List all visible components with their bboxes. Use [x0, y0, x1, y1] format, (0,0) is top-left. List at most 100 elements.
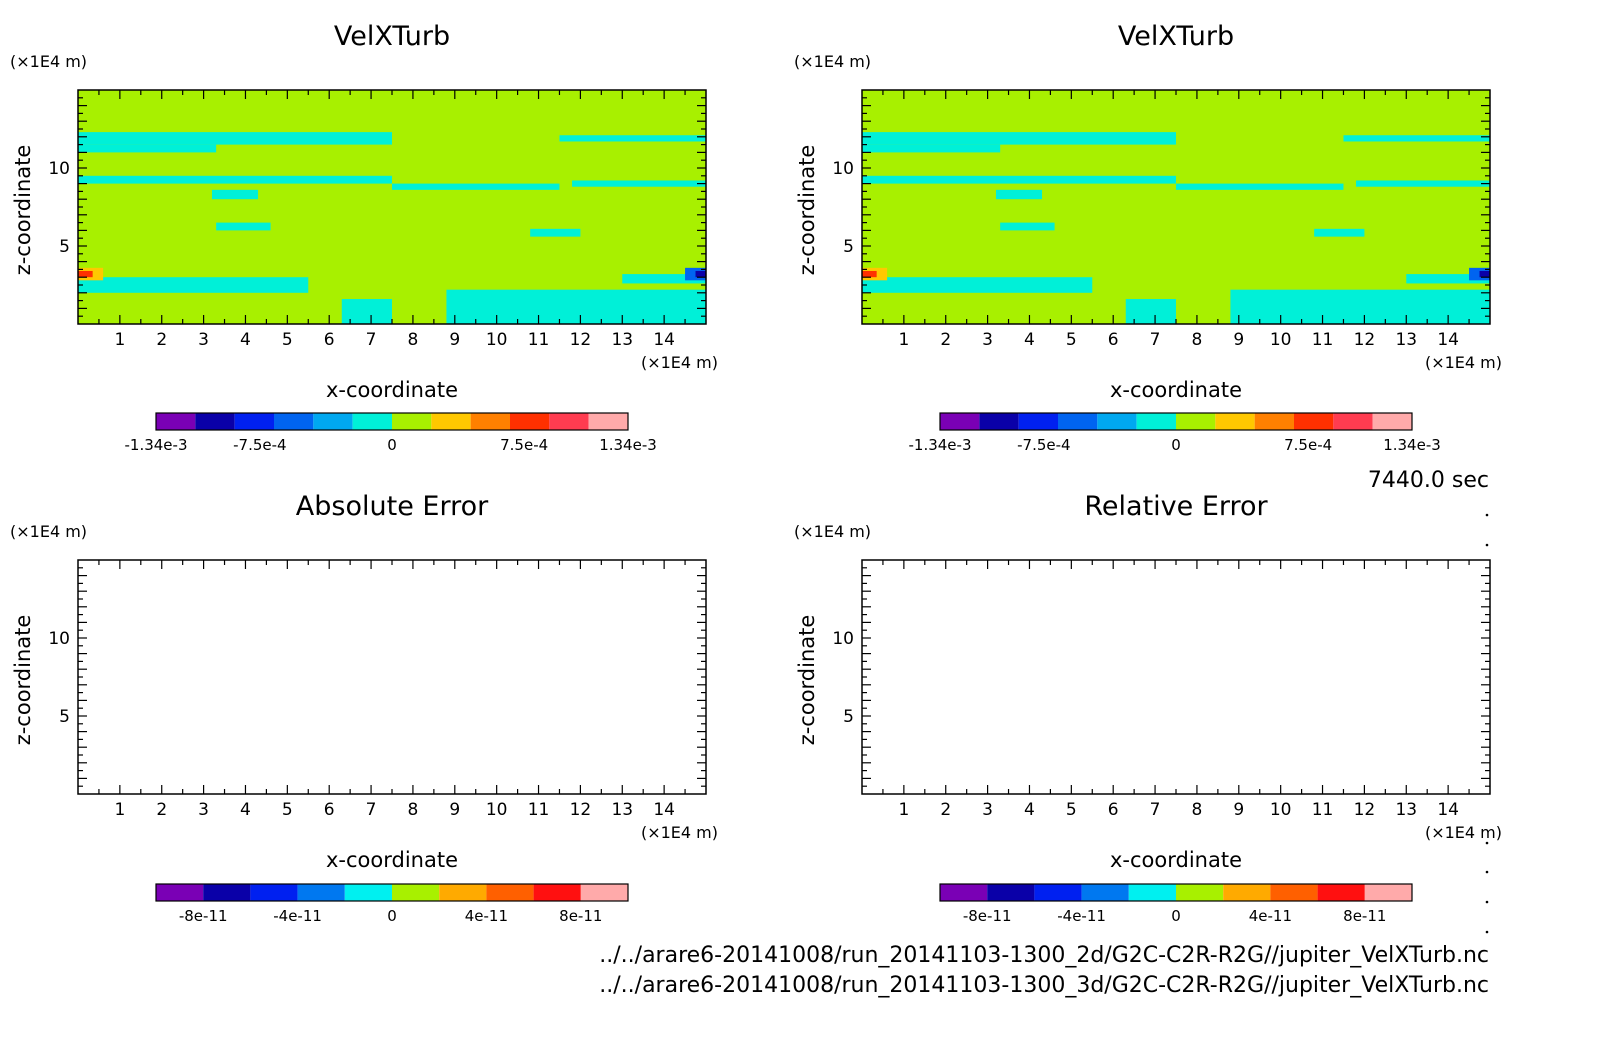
colorbar-segment	[1176, 413, 1216, 430]
contour-patch	[695, 270, 706, 278]
colorbar-segment	[1034, 884, 1082, 901]
colorbar-tick-label: 1.34e-3	[1383, 436, 1441, 454]
x-tick-label: 11	[528, 330, 550, 350]
chart-panel-3: Absolute Error(×1E4 m)1 2 3 4 5 6 7 8 9 10 11 12 13 1…	[10, 491, 718, 925]
x-tick-label: 4	[1024, 800, 1035, 820]
x-tick-label: 2	[940, 800, 951, 820]
contour-patch	[78, 144, 217, 153]
colorbar-segment	[392, 884, 440, 901]
colorbar-tick-label: 4e-11	[465, 907, 508, 925]
colorbar-segment	[431, 413, 471, 430]
x-tick-label: 5	[1066, 800, 1077, 820]
contour-patch	[1406, 274, 1490, 284]
colorbar-segment	[580, 884, 628, 901]
x-tick-label: 14	[653, 330, 675, 350]
contour-patch	[1176, 183, 1344, 190]
dot-marker	[1485, 513, 1489, 517]
x-axis-title: x-coordinate	[326, 378, 458, 402]
contour-patch	[1479, 270, 1490, 278]
x-tick-label: 14	[653, 800, 675, 820]
colorbar-segment	[1223, 884, 1271, 901]
colorbar-tick-label: 0	[387, 436, 397, 454]
colorbar-segment	[486, 884, 534, 901]
colorbar: -8e-11 -4e-11 0 4e-11 8e-11	[155, 883, 629, 925]
colorbar-tick-label: 8e-11	[1343, 907, 1386, 925]
colorbar-segment	[1254, 413, 1294, 430]
chart-title: VelXTurb	[1118, 21, 1234, 52]
colorbar-segment	[1270, 884, 1318, 901]
x-tick-label: 9	[1233, 330, 1244, 350]
colorbar: -1.34e-3 -7.5e-4 0 7.5e-4 1.34e-3	[125, 412, 657, 454]
colorbar-tick-label: -8e-11	[963, 907, 1012, 925]
y-axis-title: z-coordinate	[11, 145, 35, 276]
colorbar-segment	[234, 413, 274, 430]
y-axis-title: z-coordinate	[795, 145, 819, 276]
y-tick-label: 5	[843, 707, 854, 727]
colorbar-frame	[939, 412, 1413, 431]
colorbar-segment	[156, 413, 196, 430]
x-tick-label: 1	[898, 800, 909, 820]
colorbar-segment	[1081, 884, 1129, 901]
x-tick-label: 1	[114, 330, 125, 350]
colorbar-segment	[392, 413, 432, 430]
x-tick-label: 12	[570, 800, 592, 820]
contour-patch	[392, 183, 560, 190]
colorbar-segment	[588, 413, 628, 430]
dot-marker	[1485, 930, 1489, 934]
x-tick-label: 3	[198, 330, 209, 350]
colorbar-segment	[1215, 413, 1255, 430]
x-tick-label: 9	[449, 800, 460, 820]
x-tick-label: 5	[282, 800, 293, 820]
plot-frame	[861, 559, 1491, 795]
x-tick-label: 12	[570, 330, 592, 350]
contour-patch	[1125, 299, 1176, 324]
colorbar-tick-label: 7.5e-4	[500, 436, 548, 454]
dot-marker	[1485, 900, 1489, 904]
contour-patch	[1343, 135, 1490, 142]
x-tick-label: 13	[1395, 800, 1417, 820]
x-tick-label: 13	[1395, 330, 1417, 350]
colorbar-segment	[313, 413, 353, 430]
contour-patch	[622, 274, 706, 284]
colorbar-segment	[352, 413, 392, 430]
colorbar: -8e-11 -4e-11 0 4e-11 8e-11	[939, 883, 1413, 925]
y-unit-label: (×1E4 m)	[10, 52, 87, 71]
x-unit-label: (×1E4 m)	[641, 823, 718, 842]
colorbar-segment	[979, 413, 1019, 430]
x-tick-label: 13	[611, 330, 633, 350]
colorbar-tick-label: 4e-11	[1249, 907, 1292, 925]
x-tick-label: 6	[324, 330, 335, 350]
dot-marker	[1485, 841, 1489, 845]
x-tick-label: 2	[940, 330, 951, 350]
x-tick-label: 1	[898, 330, 909, 350]
colorbar-segment	[510, 413, 550, 430]
dot-marker	[1485, 870, 1489, 874]
contour-patch	[862, 175, 1176, 184]
colorbar-segment	[1058, 413, 1098, 430]
colorbar-tick-label: -4e-11	[1057, 907, 1106, 925]
chart-panel-4: Relative Error(×1E4 m)1 2 3 4 5 6 7 8 9 10 11 12 13 1…	[794, 491, 1502, 925]
x-tick-label: 3	[982, 330, 993, 350]
x-tick-label: 9	[449, 330, 460, 350]
x-tick-label: 11	[1312, 800, 1334, 820]
colorbar-segment	[344, 884, 392, 901]
colorbar-segment	[1176, 884, 1224, 901]
colorbar-segment	[940, 884, 988, 901]
contour-patch	[862, 144, 1001, 153]
x-tick-label: 10	[1270, 800, 1292, 820]
time-label: 7440.0 sec	[1368, 468, 1489, 493]
colorbar-segment	[195, 413, 235, 430]
contour-patch	[862, 277, 1093, 293]
colorbar-tick-label: 0	[1171, 907, 1181, 925]
y-axis-title: z-coordinate	[795, 615, 819, 746]
footer-file-2d: ../../arare6-20141008/run_20141103-1300_…	[599, 943, 1489, 968]
contour-patch	[341, 299, 392, 324]
contour-patch	[78, 277, 309, 293]
colorbar-segment	[1136, 413, 1176, 430]
x-tick-label: 8	[408, 800, 419, 820]
contour-patch	[78, 175, 392, 184]
y-tick-label: 5	[843, 237, 854, 257]
contour-patch	[211, 189, 259, 200]
colorbar-segment	[250, 884, 298, 901]
x-tick-label: 3	[198, 800, 209, 820]
